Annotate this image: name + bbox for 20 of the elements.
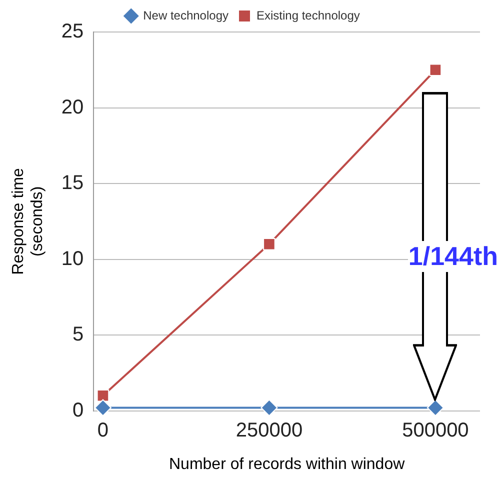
y-tick-label: 15 [61,172,84,194]
y-tick-label: 10 [61,248,84,270]
legend-label: New technology [143,8,228,22]
y-tick-label: 0 [72,399,84,422]
point [263,238,276,250]
x-axis-title: Number of records within window [168,456,406,473]
x-tick-label: 500000 [402,419,469,442]
point [429,64,442,76]
legend-label: Existing technology [256,8,360,22]
annotation: 1/144th [408,241,498,272]
y-axis-title: Response time (seconds) [10,168,46,275]
point [94,399,112,416]
point [96,389,110,402]
x-tick-label: 250000 [236,419,303,442]
y-tick-label: 20 [61,96,84,118]
point [260,399,278,416]
y-tick-label: 5 [72,324,84,346]
point [426,399,444,416]
y-tick-label: 25 [61,20,84,43]
x-tick-label: 0 [97,419,109,442]
